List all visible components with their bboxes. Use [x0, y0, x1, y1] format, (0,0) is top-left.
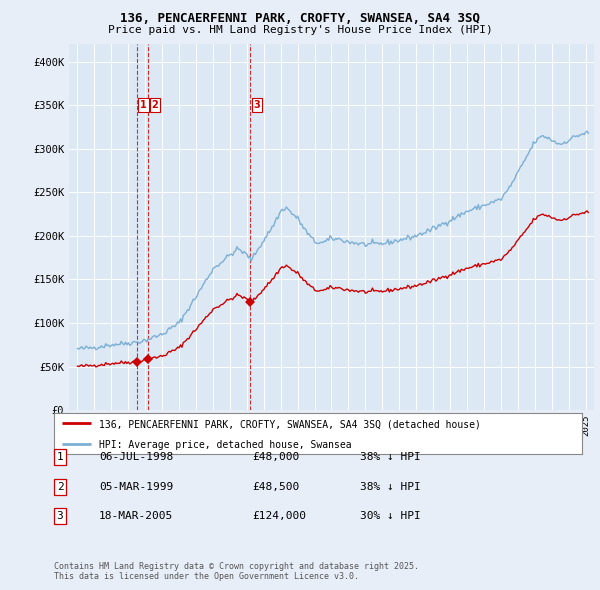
Text: 38% ↓ HPI: 38% ↓ HPI [360, 482, 421, 491]
Text: 30% ↓ HPI: 30% ↓ HPI [360, 512, 421, 521]
Text: 3: 3 [56, 512, 64, 521]
Text: 1: 1 [56, 453, 64, 462]
Text: £48,500: £48,500 [252, 482, 299, 491]
Text: 06-JUL-1998: 06-JUL-1998 [99, 453, 173, 462]
Text: 2: 2 [151, 100, 158, 110]
Text: £124,000: £124,000 [252, 512, 306, 521]
Text: 136, PENCAERFENNI PARK, CROFTY, SWANSEA, SA4 3SQ: 136, PENCAERFENNI PARK, CROFTY, SWANSEA,… [120, 12, 480, 25]
Text: 2: 2 [56, 482, 64, 491]
Text: 18-MAR-2005: 18-MAR-2005 [99, 512, 173, 521]
Text: 38% ↓ HPI: 38% ↓ HPI [360, 453, 421, 462]
Text: Contains HM Land Registry data © Crown copyright and database right 2025.
This d: Contains HM Land Registry data © Crown c… [54, 562, 419, 581]
Text: 3: 3 [254, 100, 260, 110]
Text: Price paid vs. HM Land Registry's House Price Index (HPI): Price paid vs. HM Land Registry's House … [107, 25, 493, 35]
Text: 136, PENCAERFENNI PARK, CROFTY, SWANSEA, SA4 3SQ (detached house): 136, PENCAERFENNI PARK, CROFTY, SWANSEA,… [99, 419, 481, 429]
Text: HPI: Average price, detached house, Swansea: HPI: Average price, detached house, Swan… [99, 440, 352, 450]
Text: £48,000: £48,000 [252, 453, 299, 462]
Text: 1: 1 [140, 100, 147, 110]
Text: 05-MAR-1999: 05-MAR-1999 [99, 482, 173, 491]
